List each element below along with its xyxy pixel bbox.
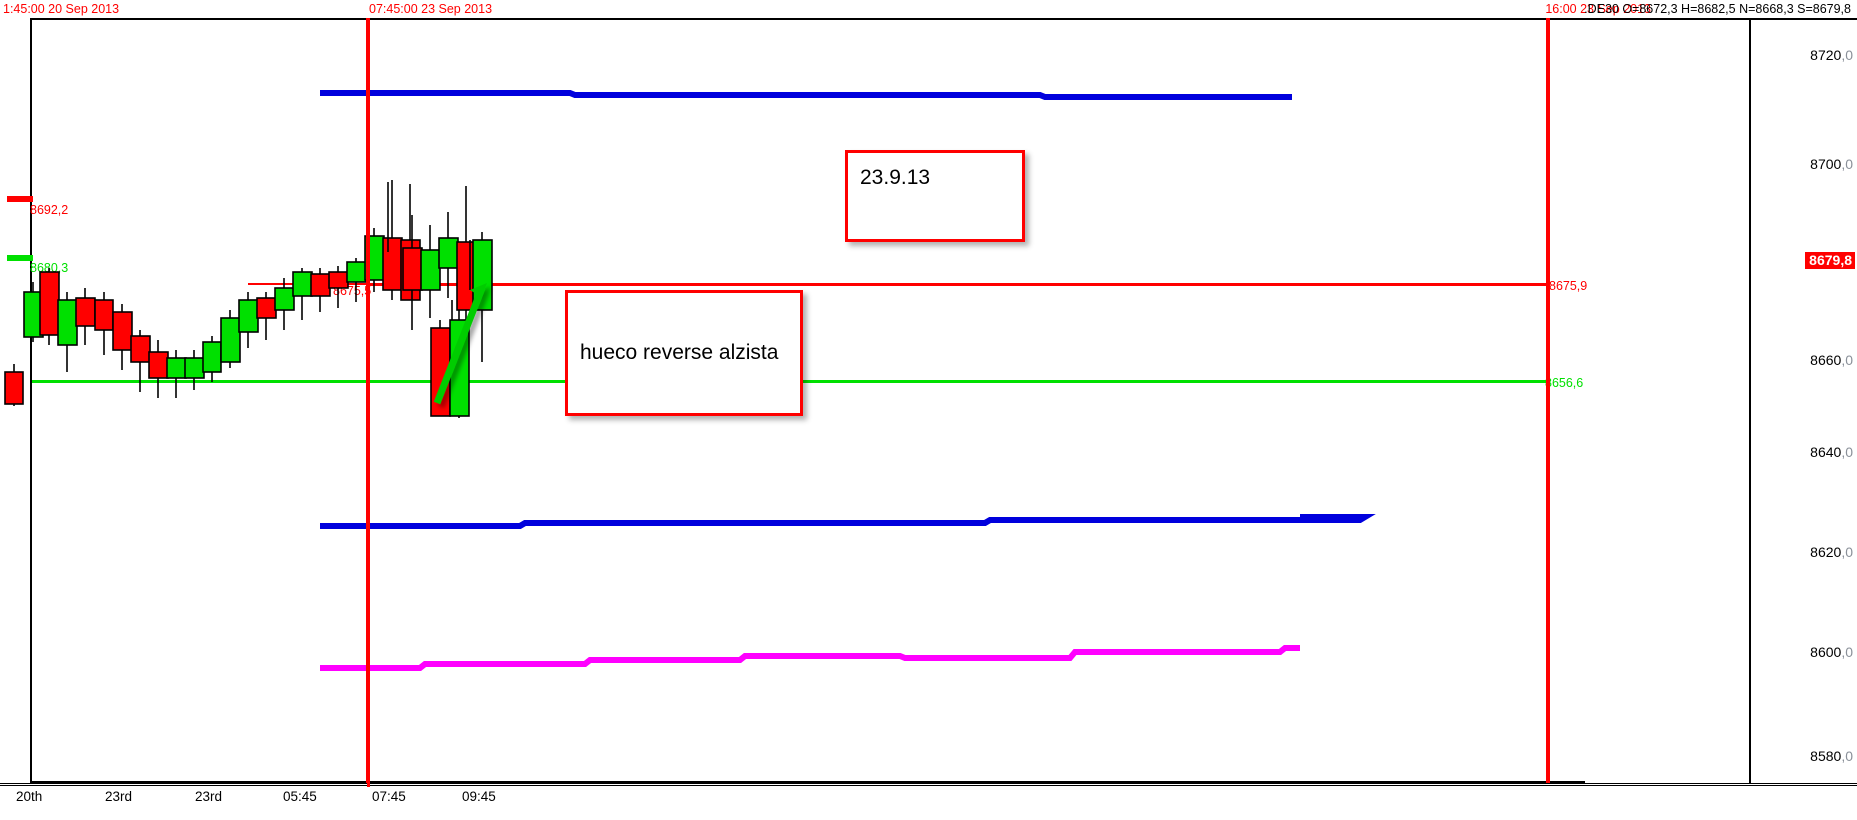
level-stub-8692 bbox=[7, 196, 33, 202]
level-stub-8680 bbox=[7, 255, 33, 261]
cursor-line-primary[interactable] bbox=[366, 18, 370, 783]
time-tick-marker bbox=[367, 783, 370, 787]
time-label-4: 07:45 bbox=[372, 789, 406, 804]
price-tick-8700: 8700,0 bbox=[1810, 157, 1853, 172]
price-tick-decimal: ,0 bbox=[1841, 748, 1853, 764]
price-tick-decimal: ,0 bbox=[1841, 644, 1853, 660]
plot-frame bbox=[30, 18, 1585, 783]
cursor-time-mid-label: 07:45:00 23 Sep 2013 bbox=[369, 2, 493, 16]
last-price-value: 8679 bbox=[1809, 252, 1841, 268]
price-tick-8640: 8640,0 bbox=[1810, 445, 1853, 460]
instrument-ohlc-readout: .DE30 O=8672,3 H=8682,5 N=8668,3 S=8679,… bbox=[1584, 2, 1851, 16]
resistance-line-8675 bbox=[370, 283, 1546, 286]
price-tick-decimal: ,0 bbox=[1841, 156, 1853, 172]
top-axis-rule bbox=[30, 18, 1857, 20]
level-label-8692: 8692,2 bbox=[30, 203, 69, 217]
price-tick-8720: 8720,0 bbox=[1810, 48, 1853, 63]
price-tick-decimal: ,0 bbox=[1841, 544, 1853, 560]
price-tick-decimal: ,0 bbox=[1841, 47, 1853, 63]
price-tick-decimal: ,0 bbox=[1841, 352, 1853, 368]
price-tick-value: 8580 bbox=[1810, 748, 1842, 764]
price-tick-value: 8640 bbox=[1810, 444, 1842, 460]
price-tick-value: 8720 bbox=[1810, 47, 1842, 63]
cursor-line-secondary[interactable] bbox=[1546, 18, 1550, 783]
price-tick-value: 8700 bbox=[1810, 156, 1842, 172]
cursor-time-left-label: 1:45:00 20 Sep 2013 bbox=[3, 2, 120, 16]
cursor-time-right-label: 16:00 23 Sep 2013 bbox=[1545, 2, 1651, 16]
annotation-setup-text: hueco reverse alzista bbox=[580, 341, 779, 364]
annotation-setup-note[interactable]: hueco reverse alzista bbox=[565, 290, 803, 416]
time-label-0: 20th bbox=[16, 789, 43, 804]
annotation-date-text: 23.9.13 bbox=[860, 166, 931, 189]
price-tick-decimal: ,0 bbox=[1841, 444, 1853, 460]
price-tick-value: 8660 bbox=[1810, 352, 1842, 368]
price-axis-divider bbox=[1749, 18, 1751, 783]
support-line-8656-left bbox=[32, 380, 370, 383]
price-tick-8580: 8580,0 bbox=[1810, 749, 1853, 764]
price-tick-8600: 8600,0 bbox=[1810, 645, 1853, 660]
time-label-2: 23rd bbox=[195, 789, 223, 804]
level-label-8656-right: 8656,6 bbox=[1545, 376, 1584, 390]
time-label-3: 05:45 bbox=[283, 789, 317, 804]
last-price-decimal: ,8 bbox=[1840, 252, 1852, 268]
time-axis-band bbox=[0, 783, 1857, 786]
time-label-5: 09:45 bbox=[462, 789, 496, 804]
price-tick-8660: 8660,0 bbox=[1810, 353, 1853, 368]
annotation-date-note[interactable]: 23.9.13 bbox=[845, 150, 1025, 242]
last-price-badge: 8679,8 bbox=[1805, 252, 1855, 269]
time-label-1: 23rd bbox=[105, 789, 133, 804]
support-line-8656 bbox=[370, 380, 1546, 383]
price-tick-8620: 8620,0 bbox=[1810, 545, 1853, 560]
price-tick-value: 8600 bbox=[1810, 644, 1842, 660]
level-label-8675-right: 8675,9 bbox=[1549, 279, 1588, 293]
price-tick-value: 8620 bbox=[1810, 544, 1842, 560]
